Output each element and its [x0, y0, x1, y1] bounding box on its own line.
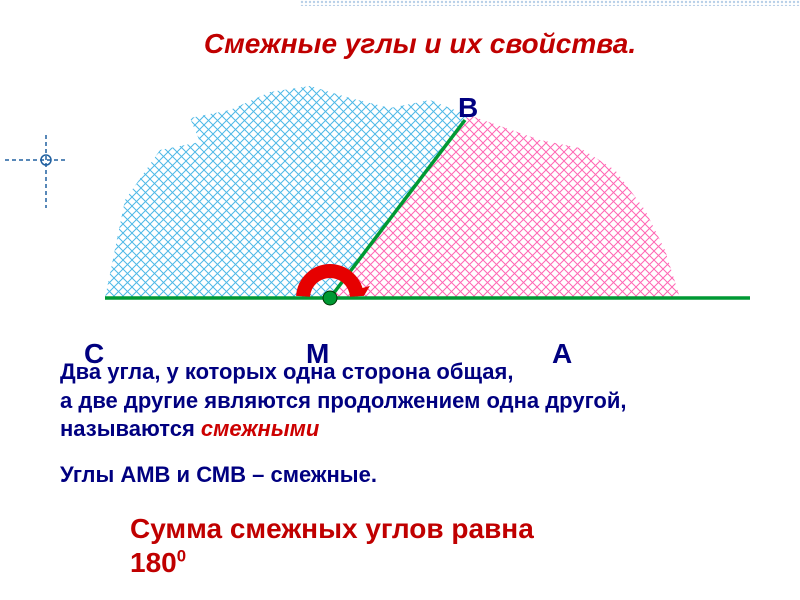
theorem-text: Сумма смежных углов равна 1800 [130, 512, 740, 579]
definition-text: Два угла, у которых одна сторона общая, … [60, 358, 760, 444]
definition-line1: Два угла, у которых одна сторона общая, [60, 359, 513, 384]
top-border [0, 0, 800, 6]
title-text: Смежные углы и их свойства. [204, 28, 636, 59]
page-title: Смежные углы и их свойства. [100, 28, 740, 60]
definition-keyword: смежными [201, 416, 319, 441]
definition-line3-prefix: называются [60, 416, 201, 441]
adjacent-angles-diagram [60, 80, 760, 340]
degree-symbol: 0 [177, 546, 186, 565]
theorem-words: Сумма смежных углов равна [130, 513, 534, 544]
theorem-value: 180 [130, 547, 177, 578]
definition-line2: а две другие являются продолжением одна … [60, 388, 627, 413]
example-text: Углы АМВ и СМВ – смежные. [60, 462, 377, 488]
label-B: В [458, 92, 478, 124]
